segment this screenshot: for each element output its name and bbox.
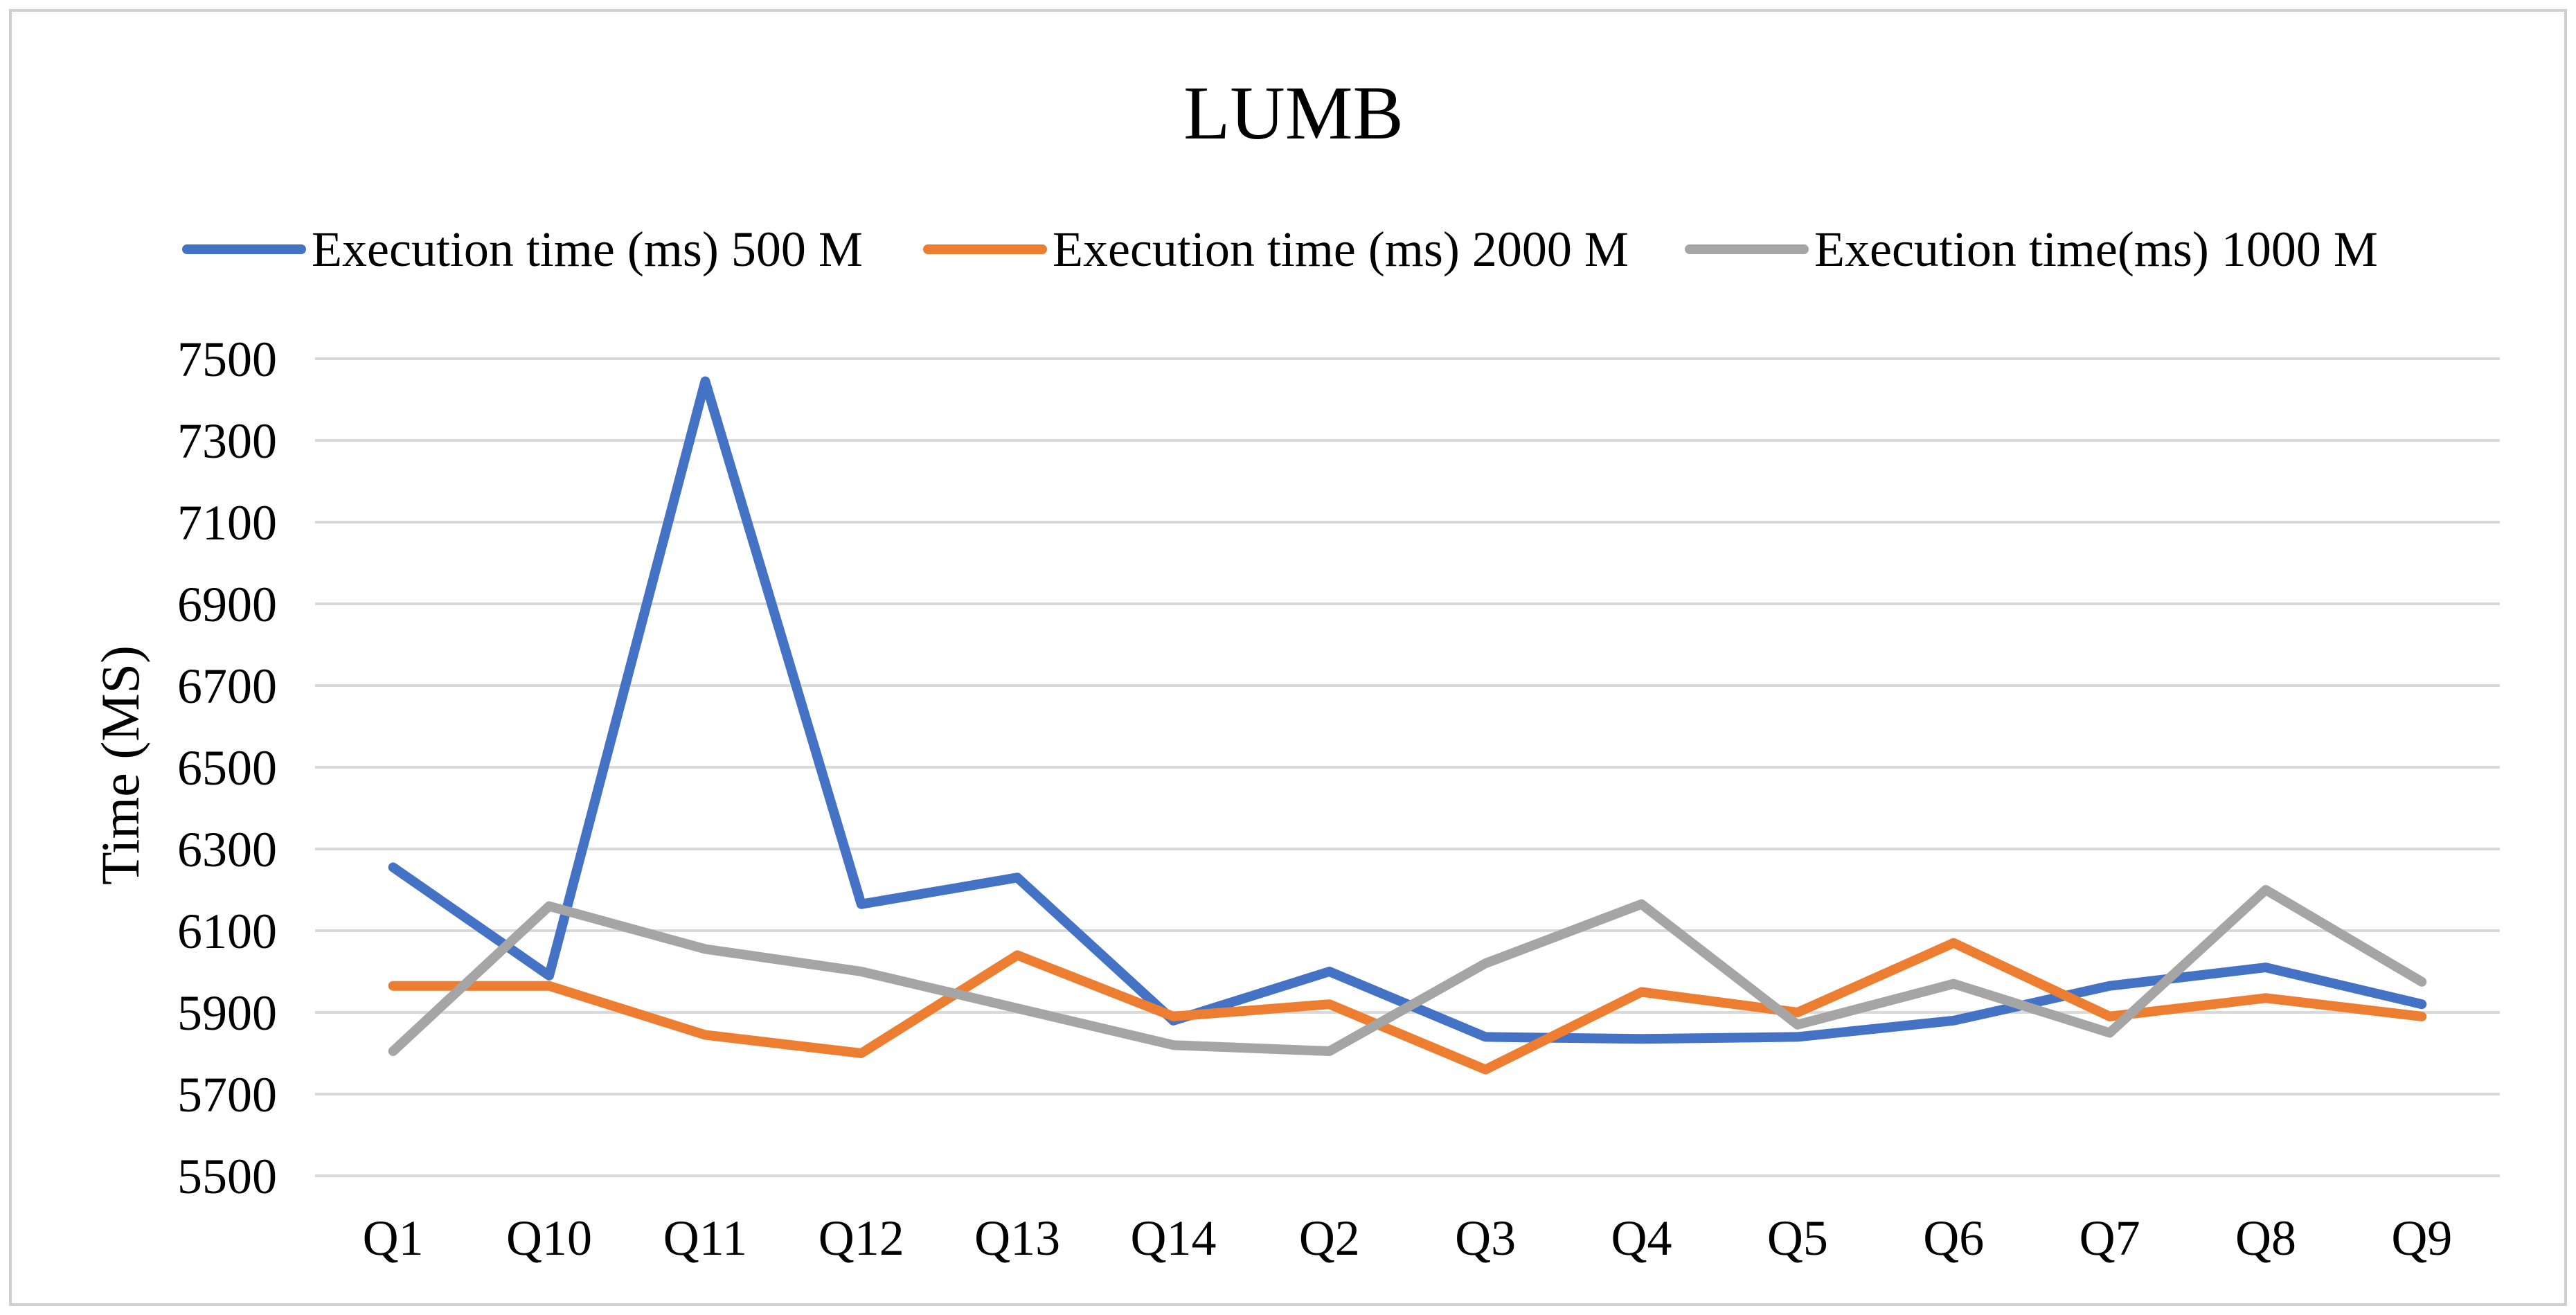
x-tick-label: Q11 [663,1210,747,1266]
legend-label-2: Execution time (ms) 2000 M [1053,222,1629,277]
x-tick-label: Q12 [819,1210,904,1266]
x-tick-label: Q9 [2391,1210,2452,1266]
series-line-3 [388,885,2427,1056]
x-tick-label: Q3 [1455,1210,1516,1266]
y-tick-label: 7500 [177,332,277,387]
legend: Execution time (ms) 500 M Execution time … [182,222,2378,277]
x-tick-label: Q10 [506,1210,592,1266]
y-tick-label: 6100 [177,904,277,959]
y-tick-label: 6900 [177,577,277,632]
y-axis-tick-labels: 5500 5700 5900 6100 6300 6500 6700 6900 7100 7300… [177,332,277,1204]
y-tick-label: 7300 [177,413,277,469]
x-tick-label: Q6 [1923,1210,1984,1266]
x-tick-label: Q2 [1299,1210,1360,1266]
y-tick-label: 6500 [177,740,277,796]
y-tick-label: 5900 [177,985,277,1041]
y-tick-label: 6300 [177,822,277,877]
x-tick-label: Q1 [363,1210,424,1266]
x-tick-label: Q4 [1611,1210,1672,1266]
legend-label-3: Execution time(ms) 1000 M [1814,222,2378,277]
y-tick-label: 7100 [177,495,277,551]
legend-label-1: Execution time (ms) 500 M [312,222,863,277]
x-tick-label: Q5 [1767,1210,1828,1266]
chart-title: LUMB [1183,71,1404,155]
x-tick-label: Q13 [974,1210,1060,1266]
y-tick-label: 5700 [177,1067,277,1122]
series-line-2 [388,938,2427,1075]
x-tick-label: Q8 [2235,1210,2296,1266]
x-tick-label: Q7 [2079,1210,2140,1266]
x-axis-tick-labels: Q1 Q10 Q11 Q12 Q13 Q14 Q2 Q3 Q4 Q5 Q6 Q7 Q8 Q9 [363,1210,2453,1266]
gridlines [315,357,2500,1177]
y-tick-label: 5500 [177,1149,277,1204]
y-tick-label: 6700 [177,659,277,714]
x-tick-label: Q14 [1130,1210,1216,1266]
series-layer [388,376,2427,1075]
y-axis-label: Time (MS) [90,645,150,885]
chart-frame [9,9,2567,1306]
